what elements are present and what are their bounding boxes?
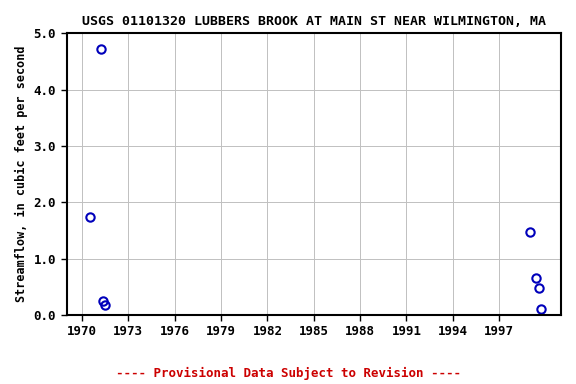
Text: ---- Provisional Data Subject to Revision ----: ---- Provisional Data Subject to Revisio… (116, 367, 460, 380)
Y-axis label: Streamflow, in cubic feet per second: Streamflow, in cubic feet per second (15, 46, 28, 302)
Title: USGS 01101320 LUBBERS BROOK AT MAIN ST NEAR WILMINGTON, MA: USGS 01101320 LUBBERS BROOK AT MAIN ST N… (82, 15, 546, 28)
